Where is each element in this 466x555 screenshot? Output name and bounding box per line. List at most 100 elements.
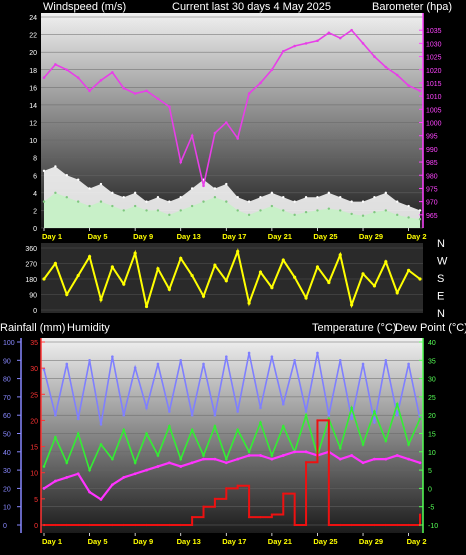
barometer-point <box>327 31 331 35</box>
wind-direction-point <box>76 273 80 278</box>
barometer-tick-980: 980 <box>426 173 438 180</box>
wind-direction-point <box>110 265 114 269</box>
rainfall-point <box>350 523 353 527</box>
compass-label-N-0: N <box>437 238 445 250</box>
humidity-point <box>179 359 183 362</box>
wind-direction-point <box>293 275 297 279</box>
humidity-point <box>133 366 137 369</box>
windspeed-tick-20: 20 <box>29 50 37 57</box>
dewpoint-point <box>281 454 285 457</box>
windspeed-point <box>350 212 353 216</box>
barometer-tick-990: 990 <box>426 147 438 154</box>
barometer-point <box>76 76 80 79</box>
humidity-point <box>225 355 228 358</box>
dewpoint-axis-title: Dew Point (°C) <box>395 322 466 334</box>
temperature-tick-15: 15 <box>428 432 436 439</box>
wind-direction-series <box>42 248 422 309</box>
humidity-point <box>350 417 353 421</box>
barometer-tick-1030: 1030 <box>426 41 442 48</box>
temperature-point <box>145 432 148 435</box>
barometer-point <box>247 92 251 95</box>
barometer-tick-1015: 1015 <box>426 81 442 88</box>
bottom-gridlines <box>41 341 423 526</box>
barometer-series <box>42 28 422 188</box>
temperature-tick-10: 10 <box>428 450 436 457</box>
direction-tick-360: 360 <box>25 246 37 253</box>
windspeed-point <box>213 196 217 199</box>
top-x-label-7: Day 29 <box>359 232 383 241</box>
humidity-tick-10: 10 <box>3 505 11 512</box>
direction-tick-270: 270 <box>25 262 37 269</box>
barometer-tick-995: 995 <box>426 134 438 141</box>
barometer-tick-1000: 1000 <box>426 121 442 128</box>
wind-direction-point <box>258 270 263 274</box>
barometer-point <box>168 105 171 108</box>
wind-direction-point <box>156 267 160 271</box>
windspeed-point <box>407 216 410 219</box>
barometer-point <box>225 121 228 124</box>
rainfall-point <box>156 523 160 527</box>
dewpoint-point <box>76 472 80 476</box>
direction-tick-90: 90 <box>29 293 37 300</box>
bottom-x-label-3: Day 13 <box>177 537 201 546</box>
rainfall-tick-25: 25 <box>30 392 38 399</box>
temperature-point <box>42 465 46 468</box>
gust-point <box>156 196 160 199</box>
temperature-point <box>373 410 376 413</box>
humidity-point <box>76 417 80 421</box>
wind-direction-point <box>65 292 69 297</box>
rainfall-axis-title: Rainfall (mm) <box>0 322 65 334</box>
barometer-line <box>43 29 421 186</box>
windspeed-tick-22: 22 <box>29 33 37 40</box>
dewpoint-point <box>167 461 171 465</box>
rainfall-point <box>202 505 205 508</box>
gust-point <box>282 196 285 199</box>
temperature-point <box>304 413 308 417</box>
rainfall-point <box>65 523 68 527</box>
humidity-point <box>190 413 194 417</box>
gust-point <box>88 187 91 190</box>
windspeed-point <box>168 213 171 217</box>
rainfall-point <box>282 492 285 495</box>
compass-label-N-4: N <box>437 308 445 320</box>
wind-direction-point <box>327 280 331 285</box>
gust-point <box>145 200 148 203</box>
dewpoint-point <box>418 461 422 465</box>
temperature-tick-20: 20 <box>428 413 436 420</box>
humidity-point <box>42 368 46 371</box>
temperature-point <box>168 424 171 428</box>
rainfall-point <box>145 523 148 527</box>
barometer-point <box>145 89 148 93</box>
gust-point <box>225 182 228 186</box>
temperature-tick--10: -10 <box>428 523 438 530</box>
bottom-x-label-4: Day 17 <box>222 537 246 546</box>
wind-direction-point <box>281 258 285 262</box>
humidity-point <box>65 362 69 366</box>
temperature-point <box>65 461 69 465</box>
wind-direction-point <box>213 263 217 267</box>
humidity-point <box>168 410 171 413</box>
gust-point <box>122 196 125 199</box>
temperature-point <box>418 417 422 421</box>
temperature-point <box>350 406 353 410</box>
dewpoint-point <box>236 457 240 461</box>
direction-tick-180: 180 <box>25 277 37 284</box>
humidity-series <box>42 351 422 426</box>
wind-direction-point <box>315 265 320 269</box>
barometer-axis-title: Barometer (hpa) <box>372 1 452 13</box>
rainfall-point <box>99 523 103 527</box>
temperature-point <box>213 424 217 428</box>
windspeed-area <box>44 192 420 228</box>
barometer-tick-985: 985 <box>426 160 438 167</box>
barometer-point <box>350 28 353 32</box>
top-x-label-3: Day 13 <box>177 232 201 241</box>
temperature-point <box>76 432 80 435</box>
rainfall-tick-35: 35 <box>30 340 38 347</box>
direction-tick-0: 0 <box>33 308 37 315</box>
barometer-tick-975: 975 <box>426 186 438 193</box>
gust-point <box>99 182 103 186</box>
rainfall-point <box>396 523 399 527</box>
gust-point <box>111 191 114 195</box>
rainfall-point <box>418 513 422 516</box>
